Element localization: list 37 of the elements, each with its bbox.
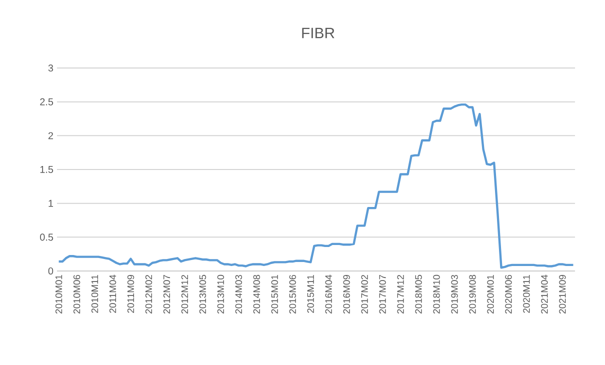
x-tick-label: 2014M08	[253, 274, 260, 314]
x-tick-label: 2010M01	[55, 274, 62, 314]
x-tick-label: 2019M08	[469, 274, 476, 314]
x-tick-label: 2019M03	[451, 274, 458, 314]
x-tick-label: 2016M04	[325, 274, 332, 314]
x-tick-label: 2017M07	[379, 274, 386, 314]
x-tick-label: 2015M11	[307, 274, 314, 313]
x-tick-label: 2021M04	[541, 274, 548, 314]
x-tick-label: 2012M12	[181, 274, 188, 314]
x-tick-label: 2020M11	[523, 274, 530, 313]
x-tick-label: 2015M06	[289, 274, 296, 314]
x-tick-label: 2011M09	[127, 274, 134, 313]
x-tick-label: 2012M02	[145, 274, 152, 314]
x-tick-label: 2018M05	[415, 274, 422, 314]
x-tick-label: 2018M10	[433, 274, 440, 314]
x-tick-label: 2021M09	[559, 274, 566, 314]
x-tick-label: 2015M01	[271, 274, 278, 314]
y-tick-label: 2.5	[40, 98, 54, 106]
x-tick-label: 2014M03	[235, 274, 242, 314]
x-tick-label: 2020M01	[487, 274, 494, 314]
y-tick-label: 3	[48, 64, 54, 72]
y-tick-label: 1	[48, 200, 54, 207]
x-tick-label: 2016M09	[343, 274, 350, 314]
x-tick-label: 2013M10	[217, 274, 224, 314]
y-tick-label: 0.5	[40, 234, 54, 241]
x-tick-label: 2013M05	[199, 274, 206, 314]
y-tick-label: 1.5	[40, 166, 54, 173]
x-tick-label: 2012M07	[163, 274, 170, 314]
x-tick-label: 2010M06	[73, 274, 80, 314]
y-tick-label: 2	[48, 132, 53, 140]
x-tick-label: 2017M12	[397, 274, 404, 314]
x-tick-label: 2011M04	[109, 274, 116, 313]
x-tick-label: 2017M02	[361, 274, 368, 314]
x-tick-label: 2020M06	[505, 274, 512, 314]
y-tick-label: 0	[48, 267, 54, 275]
chart-title: FIBR	[302, 28, 334, 38]
x-tick-label: 2010M11	[91, 274, 98, 313]
